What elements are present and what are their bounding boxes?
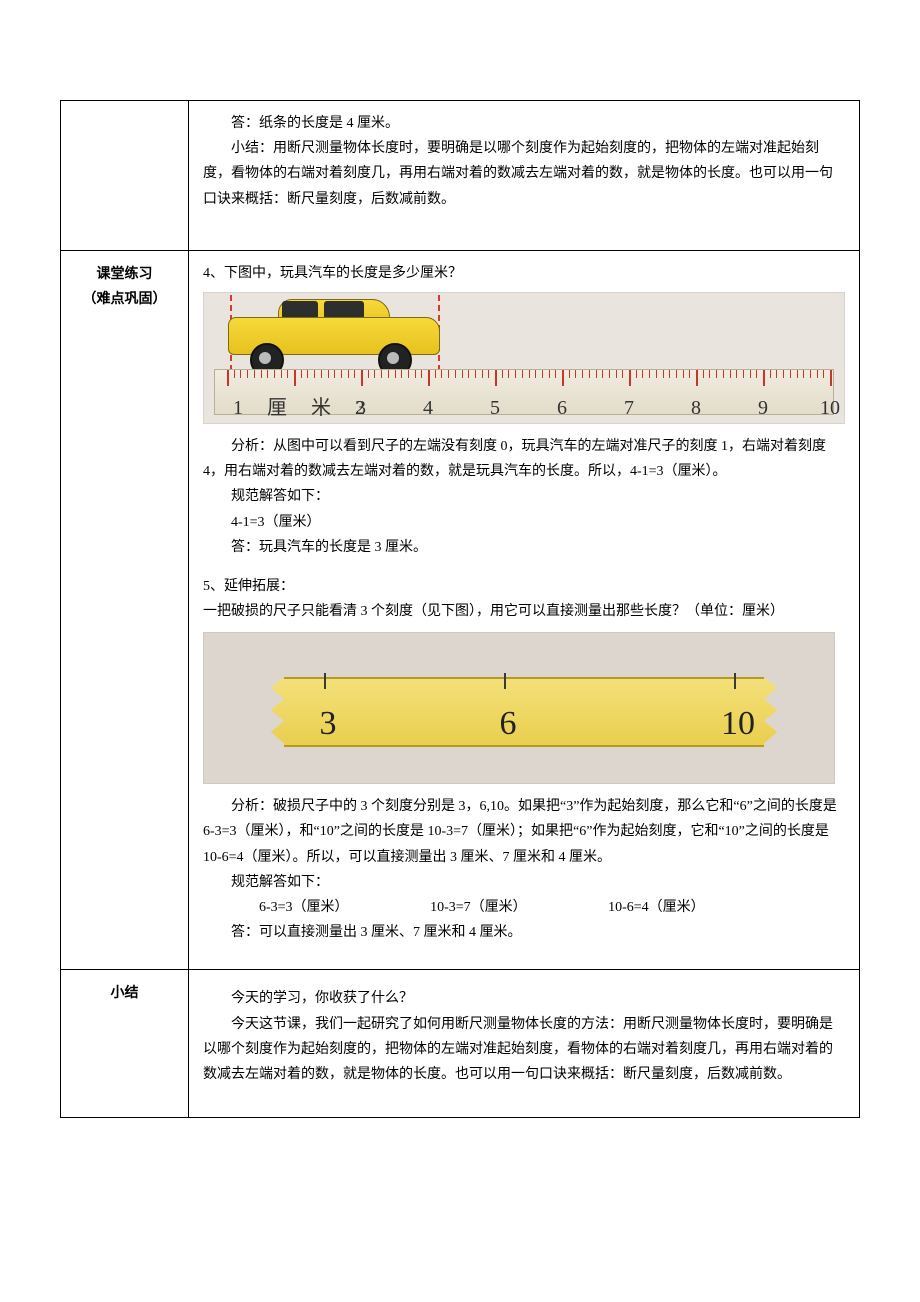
fig1-ruler: 1厘米2 345678910	[214, 369, 834, 415]
fig1-num-8: 8	[691, 390, 701, 426]
fig2-tick-6	[504, 673, 506, 689]
spacer	[203, 1087, 845, 1107]
row-summary: 小结 今天的学习，你收获了什么？ 今天这节课，我们一起研究了如何用断尺测量物体长…	[61, 970, 860, 1118]
figure-broken-ruler: 3 6 10	[203, 632, 845, 784]
fig1-num-7: 7	[624, 390, 634, 426]
row3-content-cell: 今天的学习，你收获了什么？ 今天这节课，我们一起研究了如何用断尺测量物体长度的方…	[189, 970, 860, 1118]
fig2-jag-right	[764, 677, 786, 743]
row2-label-line1: 课堂练习	[75, 261, 174, 286]
fig1-num-3: 3	[356, 390, 366, 426]
fig2-jag-left	[262, 677, 284, 743]
fig1-numbers: 1厘米2 345678910	[215, 390, 833, 412]
q4-analysis: 分析：从图中可以看到尺子的左端没有刻度 0，玩具汽车的左端对准尺子的刻度 1，右…	[203, 434, 845, 484]
row2-content-cell: 4、下图中，玩具汽车的长度是多少厘米？ 1厘米2 34	[189, 250, 860, 970]
q5-std: 规范解答如下：	[203, 870, 845, 895]
fig2-label-3: 3	[320, 693, 337, 754]
row2-label-cell: 课堂练习 （难点巩固）	[61, 250, 189, 970]
fig2-canvas: 3 6 10	[203, 632, 835, 784]
q4-std: 规范解答如下：	[203, 484, 845, 509]
row3-label-cell: 小结	[61, 970, 189, 1118]
row2-label-line2: （难点巩固）	[75, 286, 174, 311]
row1-answer: 答：纸条的长度是 4 厘米。	[203, 111, 845, 136]
q5-calc-b: 10-3=7（厘米）	[402, 895, 527, 920]
fig1-num-6: 6	[557, 390, 567, 426]
fig1-ticks	[215, 370, 833, 388]
fig1-num-9: 9	[758, 390, 768, 426]
fig2-bar	[284, 677, 764, 747]
fig2-tick-10	[734, 673, 736, 689]
q5-text: 一把破损的尺子只能看清 3 个刻度（见下图），用它可以直接测量出那些长度？（单位…	[203, 599, 845, 624]
q4-calc: 4-1=3（厘米）	[203, 510, 845, 535]
row-prev-summary: 答：纸条的长度是 4 厘米。 小结：用断尺测量物体长度时，要明确是以哪个刻度作为…	[61, 101, 860, 251]
row3-label: 小结	[75, 980, 174, 1005]
row1-summary: 小结：用断尺测量物体长度时，要明确是以哪个刻度作为起始刻度的，把物体的左端对准起…	[203, 136, 845, 212]
fig1-num-10: 10	[820, 390, 840, 426]
row3-line2: 今天这节课，我们一起研究了如何用断尺测量物体长度的方法：用断尺测量物体长度时，要…	[203, 1012, 845, 1088]
row1-label-cell	[61, 101, 189, 251]
q5-calc-row: 6-3=3（厘米） 10-3=7（厘米） 10-6=4（厘米）	[203, 895, 845, 920]
spacer	[203, 212, 845, 240]
row3-line1: 今天的学习，你收获了什么？	[203, 986, 845, 1011]
row-exercise: 课堂练习 （难点巩固） 4、下图中，玩具汽车的长度是多少厘米？	[61, 250, 860, 970]
fig2-tick-3	[324, 673, 326, 689]
fig2-label-6: 6	[500, 693, 517, 754]
q5-analysis: 分析：破损尺子中的 3 个刻度分别是 3，6,10。如果把“3”作为起始刻度，那…	[203, 794, 845, 870]
toy-car-icon	[228, 297, 438, 367]
q5-calc-a: 6-3=3（厘米）	[231, 895, 349, 920]
q5-calc-c: 10-6=4（厘米）	[580, 895, 705, 920]
row1-content-cell: 答：纸条的长度是 4 厘米。 小结：用断尺测量物体长度时，要明确是以哪个刻度作为…	[189, 101, 860, 251]
q5-answer: 答：可以直接测量出 3 厘米、7 厘米和 4 厘米。	[203, 920, 845, 945]
fig1-canvas: 1厘米2 345678910	[203, 292, 845, 424]
spacer	[203, 945, 845, 959]
fig1-num-5: 5	[490, 390, 500, 426]
fig1-num-4: 4	[423, 390, 433, 426]
lesson-table: 答：纸条的长度是 4 厘米。 小结：用断尺测量物体长度时，要明确是以哪个刻度作为…	[60, 100, 860, 1118]
page: 答：纸条的长度是 4 厘米。 小结：用断尺测量物体长度时，要明确是以哪个刻度作为…	[0, 0, 920, 1178]
figure-toy-car: 1厘米2 345678910	[203, 292, 845, 424]
q4-title: 4、下图中，玩具汽车的长度是多少厘米？	[203, 261, 845, 286]
fig2-label-10: 10	[721, 693, 755, 754]
q5-title: 5、延伸拓展：	[203, 574, 845, 599]
spacer	[203, 560, 845, 574]
q4-answer: 答：玩具汽车的长度是 3 厘米。	[203, 535, 845, 560]
